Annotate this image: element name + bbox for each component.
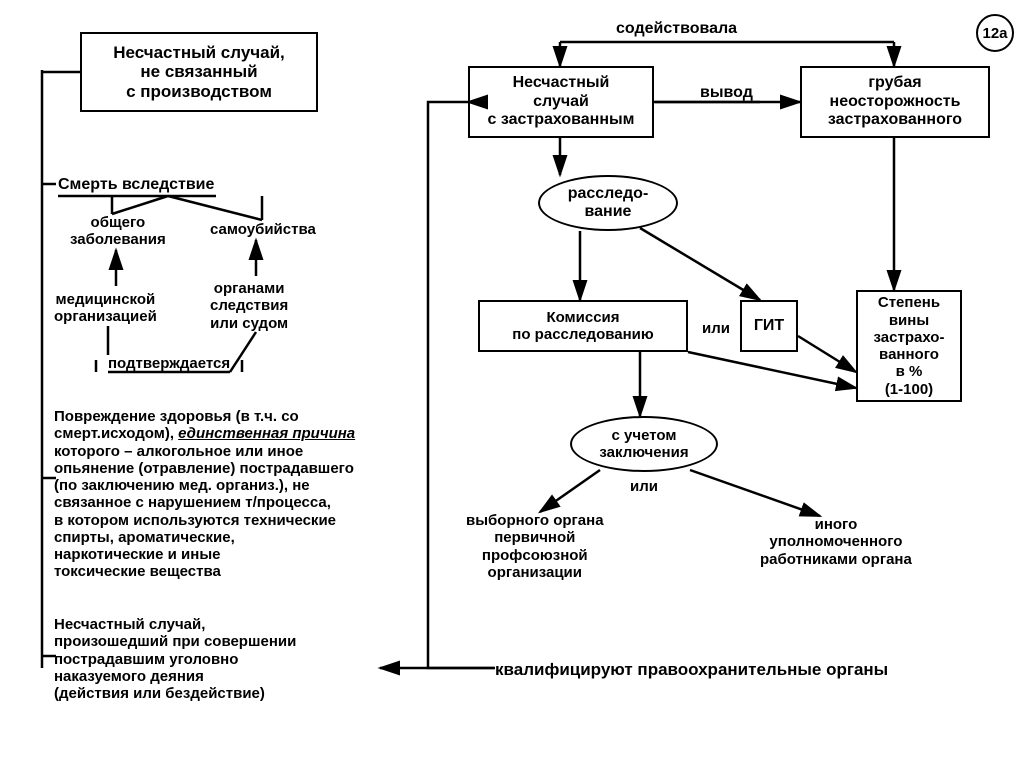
label-promoted: содействовала	[616, 20, 737, 38]
node-commission: Комиссияпо расследованию	[478, 300, 688, 352]
label-medical-org: медицинскойорганизацией	[54, 291, 157, 326]
node-with-conclusion: с учетомзаключения	[570, 416, 718, 472]
label-other-organ: иногоуполномоченногоработниками органа	[760, 516, 912, 568]
node-git: ГИТ	[740, 300, 798, 352]
label-elective-organ: выборного органапервичнойпрофсоюзнойорга…	[466, 512, 604, 581]
node-non-production: Несчастный случай,не связанныйс производ…	[80, 32, 318, 112]
badge-text: 12а	[982, 25, 1007, 42]
node-gross-negligence: грубаянеосторожностьзастрахованного	[800, 66, 990, 138]
paragraph-alcohol: Повреждение здоровья (в т.ч. сосмерт.исх…	[54, 408, 394, 581]
paragraph-criminal: Несчастный случай,произошедший при совер…	[54, 616, 374, 702]
node-degree-of-guilt: Степеньвинызастрахо-ванногов %(1-100)	[856, 290, 962, 402]
label-suicide: самоубийства	[210, 221, 316, 238]
label-or-2: или	[630, 478, 658, 495]
label-or-1: или	[702, 320, 730, 337]
label-investigation-organs: органамиследствияили судом	[210, 280, 288, 332]
label-general-disease: общегозаболевания	[70, 214, 166, 249]
label-confirmed: подтверждается	[108, 355, 230, 372]
node-insured-accident: Несчастныйслучайс застрахованным	[468, 66, 654, 138]
label-death-due: Смерть вследствие	[58, 176, 214, 194]
label-vyvod: вывод	[700, 84, 753, 102]
page-badge: 12а	[976, 14, 1014, 52]
node-investigation: расследо-вание	[538, 175, 678, 231]
label-qualify: квалифицируют правоохранительные органы	[495, 660, 888, 680]
